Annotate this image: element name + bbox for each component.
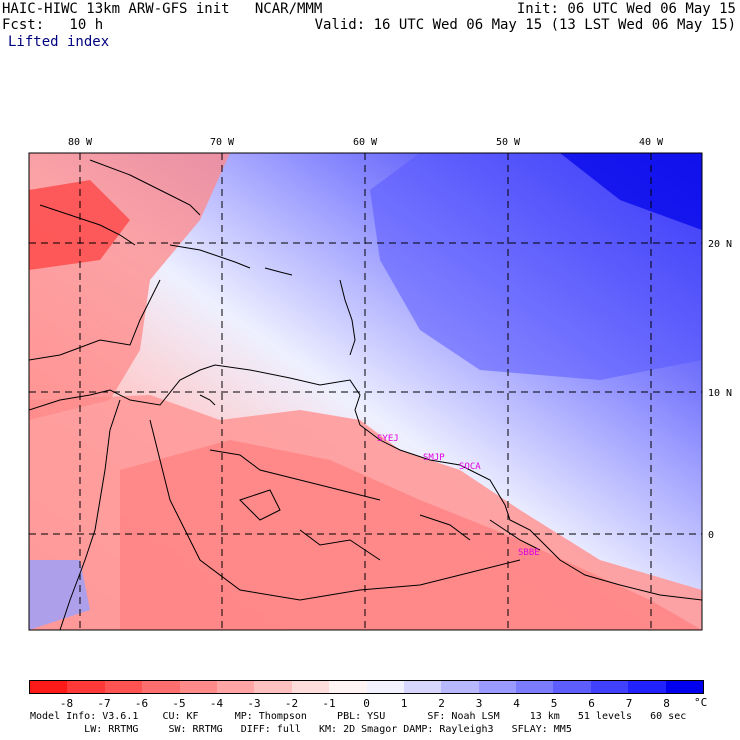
lat-label: 10 N xyxy=(708,388,732,399)
colorbar-swatch xyxy=(665,681,704,693)
colorbar-tick-label: 5 xyxy=(550,697,558,710)
colorbar-swatch xyxy=(142,681,180,693)
colorbar-swatch xyxy=(104,681,143,693)
colorbar-unit: °C xyxy=(694,696,708,709)
lon-label: 70 W xyxy=(210,137,235,148)
colorbar-tick-label: -1 xyxy=(322,697,336,710)
eastern-stable-region xyxy=(370,153,702,380)
valid-time: Valid: 16 UTC Wed 06 May 15 (13 LST Wed … xyxy=(314,17,736,33)
colorbar-tick-label: -3 xyxy=(247,697,261,710)
lon-label: 50 W xyxy=(496,137,521,148)
colorbar-tick-label: -4 xyxy=(209,697,224,710)
colorbar-tick-label: 3 xyxy=(475,697,483,710)
colorbar-swatch xyxy=(366,681,404,693)
colorbar-tick-label: 8 xyxy=(663,697,670,710)
forecast-hour: Fcst: 10 h xyxy=(2,17,104,33)
colorbar-swatch xyxy=(329,681,367,693)
init-time: Init: 06 UTC Wed 06 May 15 xyxy=(516,1,736,17)
colorbar-tick-label: -8 xyxy=(59,697,74,710)
colorbar-swatch xyxy=(179,681,217,693)
colorbar-swatch xyxy=(67,681,105,693)
zero-contours xyxy=(29,279,471,561)
model-info-line-1: Model Info: V3.6.1 CU: KF MP: Thompson P… xyxy=(30,711,687,722)
strong-stable-core xyxy=(560,153,702,230)
western-blue-pocket xyxy=(29,560,90,630)
colorbar-swatch xyxy=(553,681,591,693)
colorbar-tick-label: 4 xyxy=(513,697,520,710)
colorbar-swatch xyxy=(590,681,629,693)
lon-label: 80 W xyxy=(68,137,93,148)
colorbar-tick-label: -5 xyxy=(172,697,186,710)
colorbar-tick-label: 6 xyxy=(588,697,595,710)
colorbar-tick-label: -2 xyxy=(284,697,299,710)
lat-label: 0 xyxy=(708,530,714,541)
colorbar-swatch xyxy=(291,681,330,693)
lon-label: 40 W xyxy=(639,137,664,148)
colorbar-swatch xyxy=(254,681,292,693)
station-label: SBBE xyxy=(518,548,540,558)
colorbar-swatch xyxy=(516,681,554,693)
colorbar-tick-label: -6 xyxy=(134,697,149,710)
model-title: HAIC-HIWC 13km ARW-GFS init NCAR/MMM xyxy=(2,1,323,17)
coastlines xyxy=(29,159,702,630)
colorbar-tick-label: 7 xyxy=(625,697,633,710)
colorbar-swatch xyxy=(30,681,68,693)
colorbar xyxy=(29,680,704,694)
station-label: SMJP xyxy=(423,453,445,463)
colorbar-tick-label: 0 xyxy=(363,697,370,710)
colorbar-swatch xyxy=(441,681,479,693)
colorbar-swatch xyxy=(216,681,255,693)
field-name: Lifted index xyxy=(8,34,110,50)
station-label: SOCA xyxy=(459,462,481,472)
station-label: SYEJ xyxy=(377,434,399,444)
map-frame xyxy=(28,152,703,631)
lon-label: 60 W xyxy=(353,137,378,148)
colorbar-swatch xyxy=(403,681,442,693)
colorbar-swatch xyxy=(478,681,517,693)
model-info-line-2: LW: RRTMG SW: RRTMG DIFF: full KM: 2D Sm… xyxy=(30,724,572,735)
lat-label: 20 N xyxy=(708,239,732,250)
colorbar-tick-label: -7 xyxy=(97,697,111,710)
colorbar-tick-label: 2 xyxy=(438,697,445,710)
colorbar-tick-label: 1 xyxy=(400,697,408,710)
colorbar-swatch xyxy=(628,681,666,693)
warm-core-region xyxy=(120,440,702,630)
